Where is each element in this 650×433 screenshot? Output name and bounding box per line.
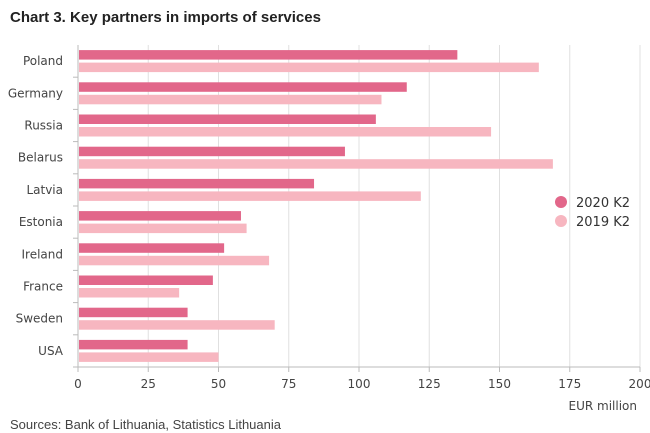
category-labels: Poland Germany Russia Belarus Latvia Estonia I… <box>8 54 64 358</box>
bar-france-series-1[interactable] <box>79 275 213 286</box>
category-label: Russia <box>24 119 63 133</box>
x-tick-label: 175 <box>558 377 581 391</box>
category-label: Belarus <box>18 151 63 165</box>
x-tick-label: 125 <box>418 377 441 391</box>
x-tick-label: 200 <box>629 377 650 391</box>
bar-estonia-series-1[interactable] <box>79 211 241 221</box>
bar-latvia-series-1[interactable] <box>79 178 315 189</box>
bar-germany-series-2[interactable] <box>79 94 382 105</box>
x-tick-label: 75 <box>281 377 296 391</box>
x-tick-label: 150 <box>488 377 511 391</box>
category-label: Sweden <box>16 312 63 326</box>
x-tick-label: 0 <box>74 377 82 391</box>
legend-marker-1[interactable] <box>555 196 567 208</box>
bar-poland-series-1[interactable] <box>79 50 458 60</box>
x-axis-label: EUR million <box>569 399 638 413</box>
category-label: USA <box>38 344 64 358</box>
tick-labels: 0 25 50 75 100 125 150 175 200 <box>74 377 650 391</box>
chart-title: Chart 3. Key partners in imports of serv… <box>10 9 321 26</box>
bar-usa-series-1[interactable] <box>79 339 188 350</box>
bar-belarus-series-1[interactable] <box>79 146 345 157</box>
bar-sweden-series-1[interactable] <box>79 307 188 318</box>
grid-lines <box>147 45 641 367</box>
category-label: Poland <box>23 54 63 68</box>
bar-sweden-series-2[interactable] <box>79 320 275 330</box>
bar-estonia-series-2[interactable] <box>79 223 247 234</box>
x-tick-label: 25 <box>141 377 156 391</box>
bar-germany-series-1[interactable] <box>79 82 407 92</box>
x-tick-label: 100 <box>348 377 371 391</box>
category-label: Estonia <box>19 215 63 229</box>
category-label: Ireland <box>21 247 63 261</box>
legend[interactable]: 2020 K2 2019 K2 <box>555 196 630 230</box>
bar-usa-series-2[interactable] <box>79 352 219 362</box>
bars <box>79 50 553 362</box>
bar-ireland-series-2[interactable] <box>79 255 270 266</box>
bar-france-series-2[interactable] <box>79 288 180 298</box>
x-tick-label: 50 <box>211 377 226 391</box>
bar-russia-series-2[interactable] <box>79 127 492 137</box>
bar-latvia-series-2[interactable] <box>79 191 421 201</box>
bar-belarus-series-2[interactable] <box>79 159 553 169</box>
category-label: France <box>23 280 63 294</box>
bar-poland-series-2[interactable] <box>79 62 539 73</box>
source-note: Sources: Bank of Lithuania, Statistics L… <box>10 417 281 432</box>
legend-label-1[interactable]: 2020 K2 <box>576 196 630 211</box>
legend-marker-2[interactable] <box>555 215 567 227</box>
axes <box>73 45 641 372</box>
bar-russia-series-1[interactable] <box>79 114 376 125</box>
category-label: Germany <box>8 86 63 100</box>
legend-label-2[interactable]: 2019 K2 <box>576 215 630 230</box>
category-label: Latvia <box>26 183 63 197</box>
bar-ireland-series-1[interactable] <box>79 243 225 253</box>
